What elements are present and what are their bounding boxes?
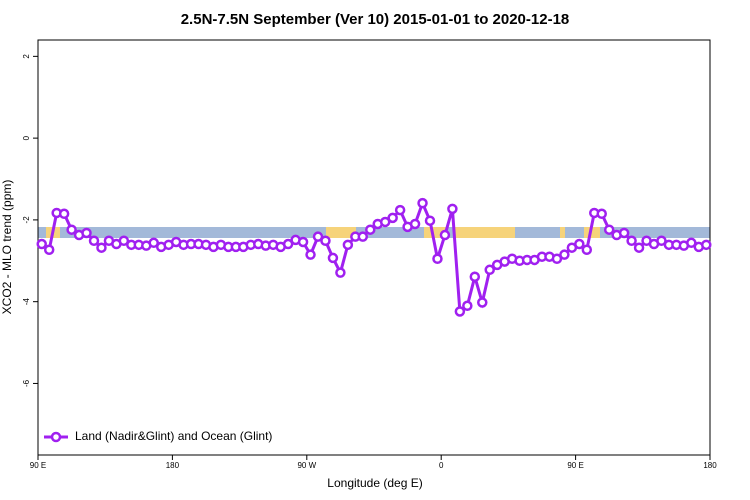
data-point (43, 244, 55, 255)
data-point (365, 224, 376, 235)
data-point (432, 253, 443, 264)
x-tick-label: 90 W (297, 461, 316, 470)
data-point (469, 271, 481, 282)
data-point (118, 235, 130, 247)
data-point (58, 208, 70, 220)
legend-marker (50, 431, 62, 443)
data-point (335, 267, 346, 278)
land-band (584, 227, 600, 238)
data-point (462, 300, 473, 312)
data-point (618, 227, 630, 239)
data-point (596, 208, 607, 220)
legend-label: Land (Nadir&Glint) and Ocean (Glint) (75, 429, 272, 443)
data-point (439, 229, 451, 241)
data-point (633, 242, 645, 253)
data-point (282, 238, 294, 250)
data-point (96, 242, 107, 253)
data-point (447, 203, 458, 215)
data-point (581, 244, 593, 255)
x-tick-label: 90 E (30, 461, 46, 470)
data-point (320, 235, 331, 247)
data-point (656, 235, 667, 247)
data-point (424, 215, 436, 226)
data-point (701, 239, 712, 251)
x-tick-label: 90 E (567, 461, 583, 470)
land-band (560, 227, 565, 238)
data-point (686, 237, 697, 249)
y-tick-label: 2 (22, 54, 31, 59)
data-point (88, 235, 100, 247)
data-point (417, 197, 428, 209)
x-axis-label: Longitude (deg E) (327, 476, 422, 490)
data-point (342, 239, 354, 251)
data-point (551, 253, 563, 264)
data-point (484, 264, 495, 276)
data-point (66, 224, 77, 235)
data-point (297, 236, 309, 248)
data-point (603, 224, 615, 235)
data-point (409, 218, 421, 230)
y-tick-label: -4 (22, 298, 31, 306)
data-point (148, 237, 159, 249)
data-point (305, 249, 316, 260)
data-point (559, 249, 570, 260)
y-tick-label: -6 (22, 379, 31, 387)
data-point (312, 231, 324, 242)
data-point (36, 238, 47, 250)
chart-title: 2.5N-7.5N September (Ver 10) 2015-01-01 … (181, 11, 570, 28)
data-point (394, 204, 406, 216)
y-axis-label: XCO2 - MLO trend (ppm) (0, 180, 14, 315)
data-point (357, 231, 369, 242)
data-point (81, 227, 92, 239)
x-tick-label: 180 (166, 461, 180, 470)
x-tick-label: 180 (703, 461, 717, 470)
data-point (626, 235, 637, 247)
y-tick-label: 0 (22, 135, 31, 140)
x-tick-label: 0 (439, 461, 444, 470)
data-point (387, 212, 398, 224)
data-point (379, 216, 391, 228)
land-band (424, 227, 446, 238)
data-point (454, 306, 466, 317)
data-point (327, 252, 339, 264)
data-point (574, 238, 585, 250)
series-line (40, 199, 707, 315)
land-band (326, 227, 356, 238)
land-band (455, 227, 515, 238)
y-tick-label: -2 (22, 216, 31, 224)
data-point (477, 297, 488, 308)
